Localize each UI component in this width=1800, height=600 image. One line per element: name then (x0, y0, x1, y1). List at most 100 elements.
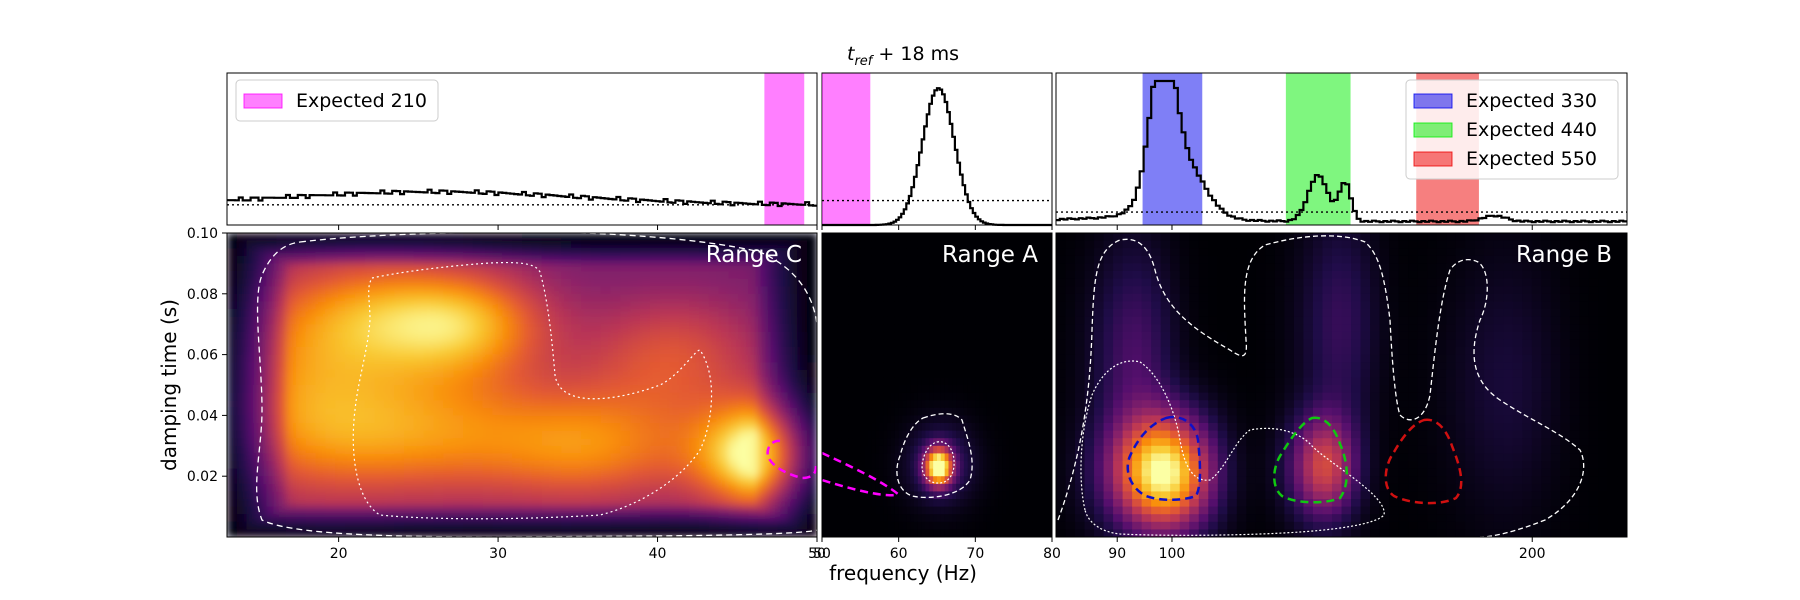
heatmap-cell (433, 286, 444, 295)
heatmap-cell (404, 415, 415, 424)
heatmap-cell (1048, 316, 1052, 325)
heatmap-cell (443, 491, 454, 500)
heatmap-cell (384, 263, 395, 272)
heatmap-cell (758, 407, 769, 416)
heatmap-cell (787, 286, 798, 295)
heatmap-cell (986, 438, 992, 447)
heatmap-cell (669, 324, 680, 333)
heatmap-cell (227, 385, 238, 394)
heatmap-cell (541, 423, 553, 432)
heatmap-cell (1075, 461, 1086, 470)
heatmap-cell (659, 362, 671, 371)
heatmap-cell (423, 271, 435, 280)
heatmap-cell (423, 476, 435, 485)
heatmap-cell (933, 521, 938, 530)
heatmap-cell (315, 529, 326, 537)
heatmap-cell (512, 499, 523, 508)
heatmap-cell (1040, 438, 1045, 447)
heatmap-cell (986, 499, 992, 508)
heatmap-cell (522, 385, 533, 394)
heatmap-cell (787, 263, 798, 272)
heatmap-cell (841, 529, 846, 537)
heatmap-cell (266, 476, 277, 485)
heatmap-cell (472, 506, 484, 515)
heatmap-cell (1065, 362, 1076, 371)
heatmap-cell (937, 324, 942, 333)
heatmap-cell (669, 233, 680, 242)
heatmap-cell (856, 415, 861, 424)
heatmap-cell (1013, 468, 1019, 477)
heatmap-cell (1065, 271, 1076, 280)
heatmap-cell (571, 453, 582, 462)
heatmap-cell (983, 506, 988, 515)
heatmap-cell (325, 278, 336, 287)
heatmap-cell (286, 369, 297, 378)
heatmap-cell (910, 377, 915, 386)
heatmap-cell (807, 400, 817, 409)
heatmap-cell (354, 521, 366, 530)
heatmap-cell (590, 423, 602, 432)
heatmap-cell (1044, 293, 1049, 302)
heatmap-cell (971, 369, 976, 378)
heatmap-cell (833, 415, 838, 424)
heatmap-cell (659, 316, 671, 325)
heatmap-cell (600, 324, 612, 333)
heatmap-cell (994, 293, 999, 302)
heatmap-cell (679, 255, 690, 264)
heatmap-cell (404, 385, 415, 394)
heatmap-cell (1017, 529, 1022, 537)
heatmap-cell (875, 476, 881, 485)
heatmap-cell (848, 423, 854, 432)
heatmap-cell (833, 301, 838, 310)
heatmap-cell (891, 347, 896, 356)
heatmap-cell (295, 248, 307, 257)
heatmap-cell (963, 377, 969, 386)
heatmap-cell (833, 255, 838, 264)
heatmap-cell (453, 293, 464, 302)
heatmap-cell (1056, 514, 1067, 523)
heatmap-cell (305, 286, 317, 295)
heatmap-cell (845, 255, 850, 264)
heatmap-cell (898, 468, 904, 477)
heatmap-cell (833, 521, 838, 530)
heatmap-cell (295, 476, 307, 485)
heatmap-cell (286, 423, 297, 432)
heatmap-cell (581, 392, 592, 401)
heatmap-cell (944, 521, 950, 530)
heatmap-cell (1006, 301, 1011, 310)
heatmap-cell (833, 468, 838, 477)
heatmap-cell (1029, 430, 1034, 439)
heatmap-cell (1044, 369, 1049, 378)
heatmap-cell (590, 347, 602, 356)
heatmap-cell (914, 240, 919, 249)
heatmap-cell (286, 278, 297, 287)
heatmap-cell (640, 362, 651, 371)
heatmap-cell (983, 286, 988, 295)
heatmap-cell (914, 461, 919, 470)
heatmap-cell (413, 385, 425, 394)
heatmap-cell (887, 248, 892, 257)
heatmap-cell (777, 499, 789, 508)
heatmap-cell (276, 278, 287, 287)
heatmap-cell (868, 278, 873, 287)
heatmap-cell (960, 309, 965, 318)
heatmap-cell (868, 400, 873, 409)
heatmap-cell (443, 529, 454, 537)
heatmap-cell (944, 309, 950, 318)
heatmap-cell (1065, 423, 1076, 432)
heatmap-cell (990, 521, 996, 530)
heatmap-cell (1021, 347, 1026, 356)
heatmap-cell (975, 529, 980, 537)
heatmap-cell (246, 271, 258, 280)
heatmap-cell (875, 293, 881, 302)
heatmap-cell (871, 430, 877, 439)
heatmap-cell (276, 301, 287, 310)
heatmap-cell (1017, 506, 1022, 515)
heatmap-cell (728, 423, 739, 432)
heatmap-cell (738, 233, 749, 242)
heatmap-cell (898, 385, 904, 394)
heatmap-cell (699, 430, 710, 439)
heatmap-cell (979, 514, 984, 523)
heatmap-cell (335, 514, 346, 523)
heatmap-cell (561, 483, 572, 492)
